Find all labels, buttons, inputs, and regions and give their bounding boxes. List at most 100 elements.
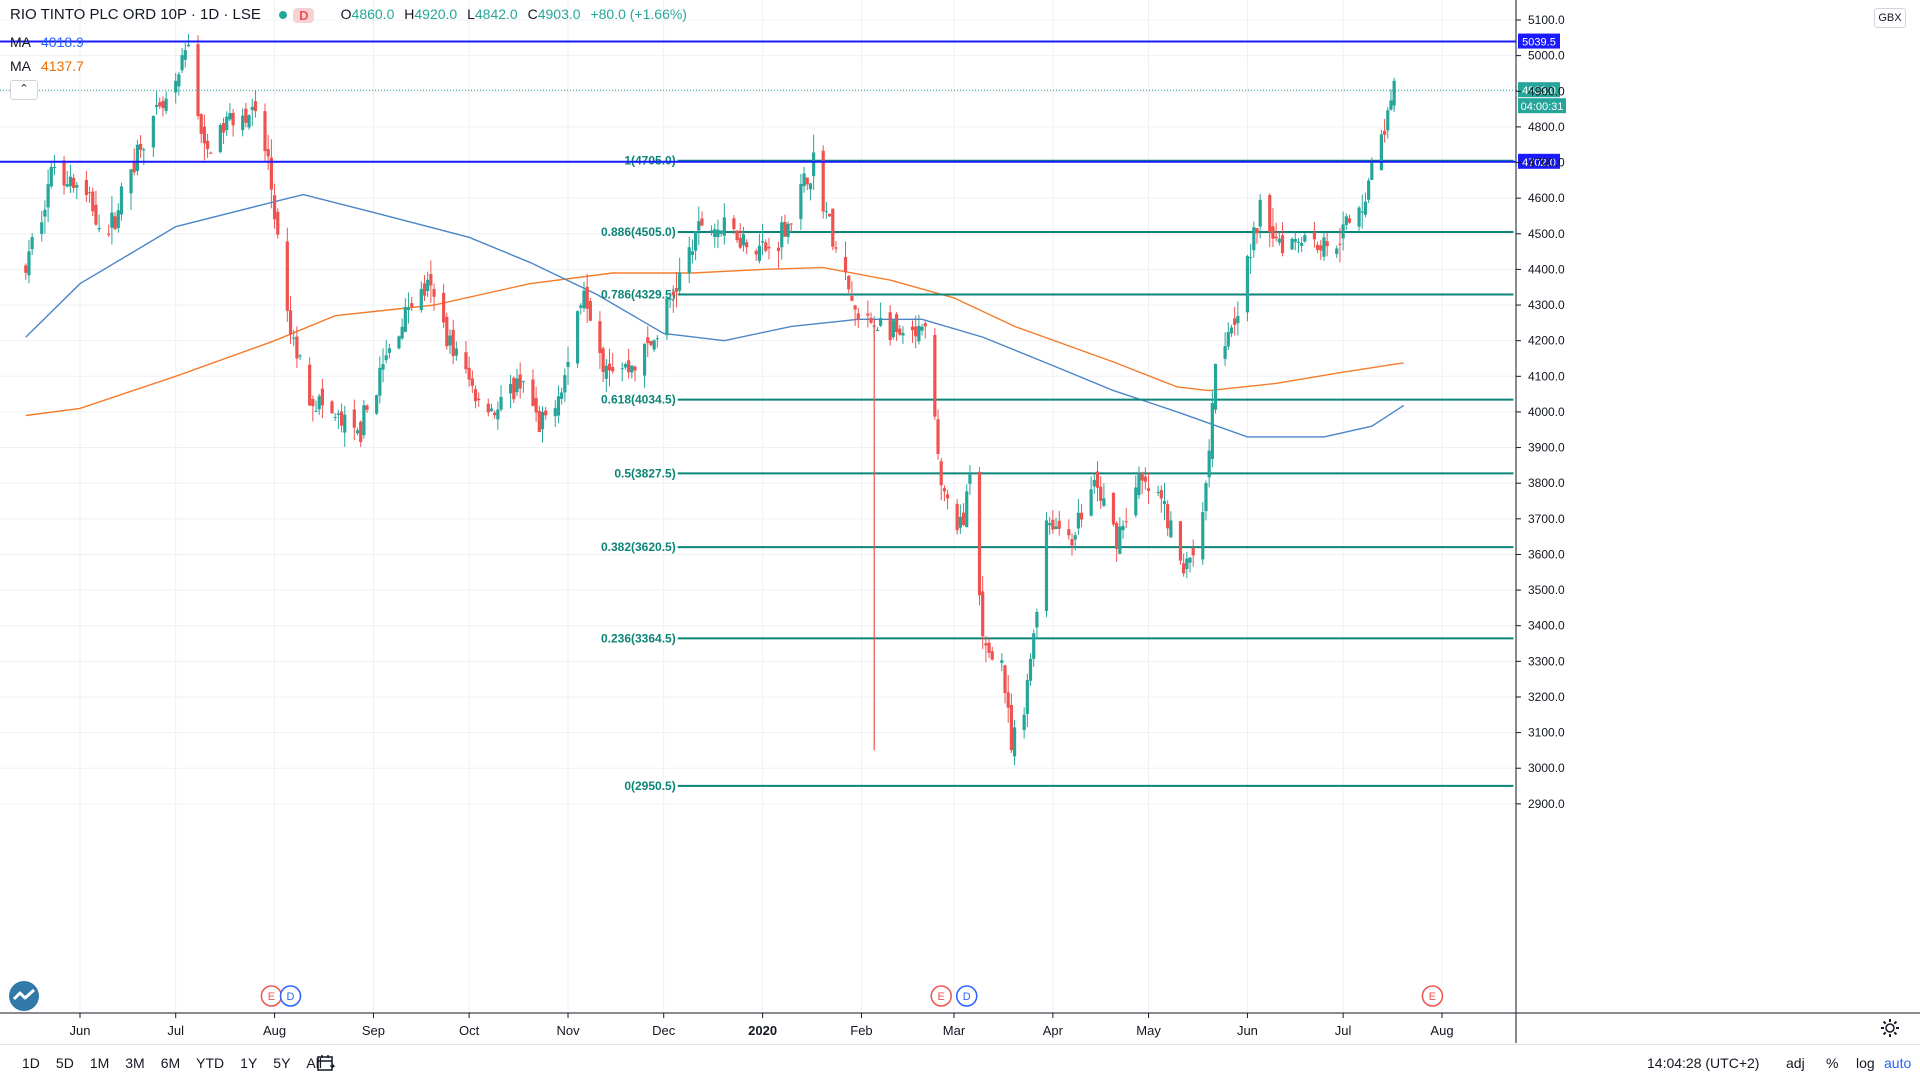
dividend-event-icon[interactable] bbox=[955, 985, 978, 1007]
candle-body bbox=[1162, 501, 1167, 504]
auto-toggle[interactable]: auto bbox=[1884, 1055, 1912, 1071]
earnings-event-icon[interactable] bbox=[930, 985, 952, 1007]
candle-body bbox=[486, 403, 490, 413]
candle-body bbox=[627, 360, 631, 373]
symbol-title[interactable]: RIO TINTO PLC ORD 10P · 1D · LSE bbox=[10, 6, 261, 23]
candle-body bbox=[671, 291, 675, 296]
candle-body bbox=[719, 230, 723, 234]
clock-time[interactable]: 14:04:28 (UTC+2) bbox=[1647, 1055, 1760, 1071]
ma2-legend[interactable]: MA 4137.7 bbox=[10, 58, 84, 74]
candle-body bbox=[553, 408, 557, 417]
candle-body bbox=[473, 389, 478, 402]
candle-body bbox=[158, 102, 162, 107]
candle-body bbox=[984, 643, 988, 646]
candle-body bbox=[1347, 218, 1352, 223]
adj-toggle[interactable]: adj bbox=[1786, 1055, 1805, 1071]
candle-body bbox=[1048, 523, 1052, 526]
fib-level-label: 0.236(3364.5) bbox=[601, 631, 676, 645]
candle-body bbox=[866, 313, 870, 316]
y-tick-label: 4000.0 bbox=[1528, 405, 1565, 419]
candle-body bbox=[722, 217, 726, 236]
collapse-legend-button[interactable]: ⌃ bbox=[10, 80, 38, 100]
candle-body bbox=[317, 396, 321, 410]
fib-level-label: 0.886(4505.0) bbox=[601, 225, 676, 239]
candle-body bbox=[400, 326, 404, 339]
candle-body bbox=[1210, 402, 1214, 459]
horizontal-lines: 5039.5 4702.0 4903.0 04:00:31 bbox=[0, 33, 1566, 169]
candle-body bbox=[378, 367, 382, 396]
candle-body bbox=[139, 143, 143, 150]
candle-body bbox=[1054, 526, 1058, 530]
x-tick-label: Jul bbox=[1335, 1023, 1352, 1038]
candle-body bbox=[451, 329, 455, 357]
y-tick-label: 4600.0 bbox=[1528, 191, 1565, 205]
range-button-5y[interactable]: 5Y bbox=[273, 1055, 291, 1071]
range-button-3m[interactable]: 3M bbox=[125, 1055, 145, 1071]
candle-body bbox=[917, 325, 921, 342]
dividend-event-icon[interactable] bbox=[279, 985, 302, 1007]
candle-body bbox=[244, 108, 248, 123]
candle-body bbox=[209, 152, 213, 154]
price-chart[interactable]: 1(4705.0) 0.886(4505.0) 0.786(4329.5) 0.618… bbox=[0, 0, 1920, 1044]
candle-body bbox=[1022, 714, 1026, 731]
candle-body bbox=[1233, 318, 1237, 325]
candle-body bbox=[936, 419, 940, 454]
earnings-event-icon[interactable] bbox=[1421, 985, 1444, 1007]
candle-body bbox=[94, 204, 98, 225]
candle-body bbox=[442, 292, 446, 323]
candle-body bbox=[738, 237, 742, 248]
candle-body bbox=[448, 335, 452, 346]
candle-body bbox=[894, 314, 899, 333]
time-axis: Jun Jul Aug Sep Oct Nov Dec 2020 Feb Mar Apr May Jun… bbox=[0, 1012, 1920, 1038]
candle-body bbox=[355, 430, 360, 434]
candle-body bbox=[732, 218, 736, 230]
gear-icon[interactable] bbox=[1880, 1018, 1900, 1038]
ma-orange-path bbox=[25, 266, 1404, 417]
candle-body bbox=[1185, 558, 1189, 570]
candle-body bbox=[1156, 492, 1160, 494]
candle-body bbox=[1012, 727, 1017, 757]
candle-body bbox=[1226, 332, 1230, 347]
range-button-1m[interactable]: 1M bbox=[89, 1055, 110, 1071]
range-button-1y[interactable]: 1Y bbox=[240, 1055, 258, 1071]
candle-body bbox=[218, 125, 222, 153]
y-tick-label: 2900.0 bbox=[1528, 797, 1565, 811]
low-value: 4842.0 bbox=[474, 6, 518, 22]
candle-body bbox=[563, 375, 567, 393]
percent-toggle[interactable]: % bbox=[1826, 1055, 1839, 1071]
tradingview-logo-icon[interactable] bbox=[8, 980, 40, 1012]
currency-label[interactable]: GBX bbox=[1874, 8, 1906, 28]
x-tick-label: Jul bbox=[167, 1023, 184, 1038]
candle-body bbox=[311, 398, 315, 407]
candle-body bbox=[540, 411, 545, 430]
candle-body bbox=[1188, 557, 1192, 563]
candle-body bbox=[1191, 548, 1195, 556]
y-tick-label: 4400.0 bbox=[1528, 262, 1565, 276]
ma1-legend[interactable]: MA 4018.9 bbox=[10, 34, 84, 50]
candle-body bbox=[1073, 535, 1077, 540]
candle-body bbox=[958, 516, 962, 528]
candle-body bbox=[445, 316, 449, 347]
candle-body bbox=[1389, 100, 1393, 110]
range-button-ytd[interactable]: YTD bbox=[196, 1055, 225, 1071]
range-button-5d[interactable]: 5D bbox=[55, 1055, 74, 1071]
range-button-6m[interactable]: 6M bbox=[160, 1055, 181, 1071]
x-tick-label: Feb bbox=[850, 1023, 872, 1038]
candle-body bbox=[1255, 228, 1259, 234]
candle-body bbox=[786, 223, 790, 237]
candle-body bbox=[205, 140, 210, 150]
candle-body bbox=[65, 184, 69, 187]
candle-body bbox=[320, 388, 325, 406]
candle-body bbox=[49, 166, 53, 187]
earnings-event-label: E bbox=[938, 991, 945, 1003]
candle-body bbox=[276, 211, 280, 235]
log-toggle[interactable]: log bbox=[1856, 1055, 1875, 1071]
candle-body bbox=[292, 337, 296, 339]
x-tick-label: Oct bbox=[459, 1023, 480, 1038]
range-button-1d[interactable]: 1D bbox=[22, 1055, 40, 1071]
candle-body bbox=[1386, 110, 1390, 131]
candle-body bbox=[489, 408, 494, 411]
candle-body bbox=[352, 409, 356, 428]
candle-body bbox=[1322, 237, 1326, 257]
calendar-goto-icon[interactable] bbox=[316, 1054, 336, 1072]
